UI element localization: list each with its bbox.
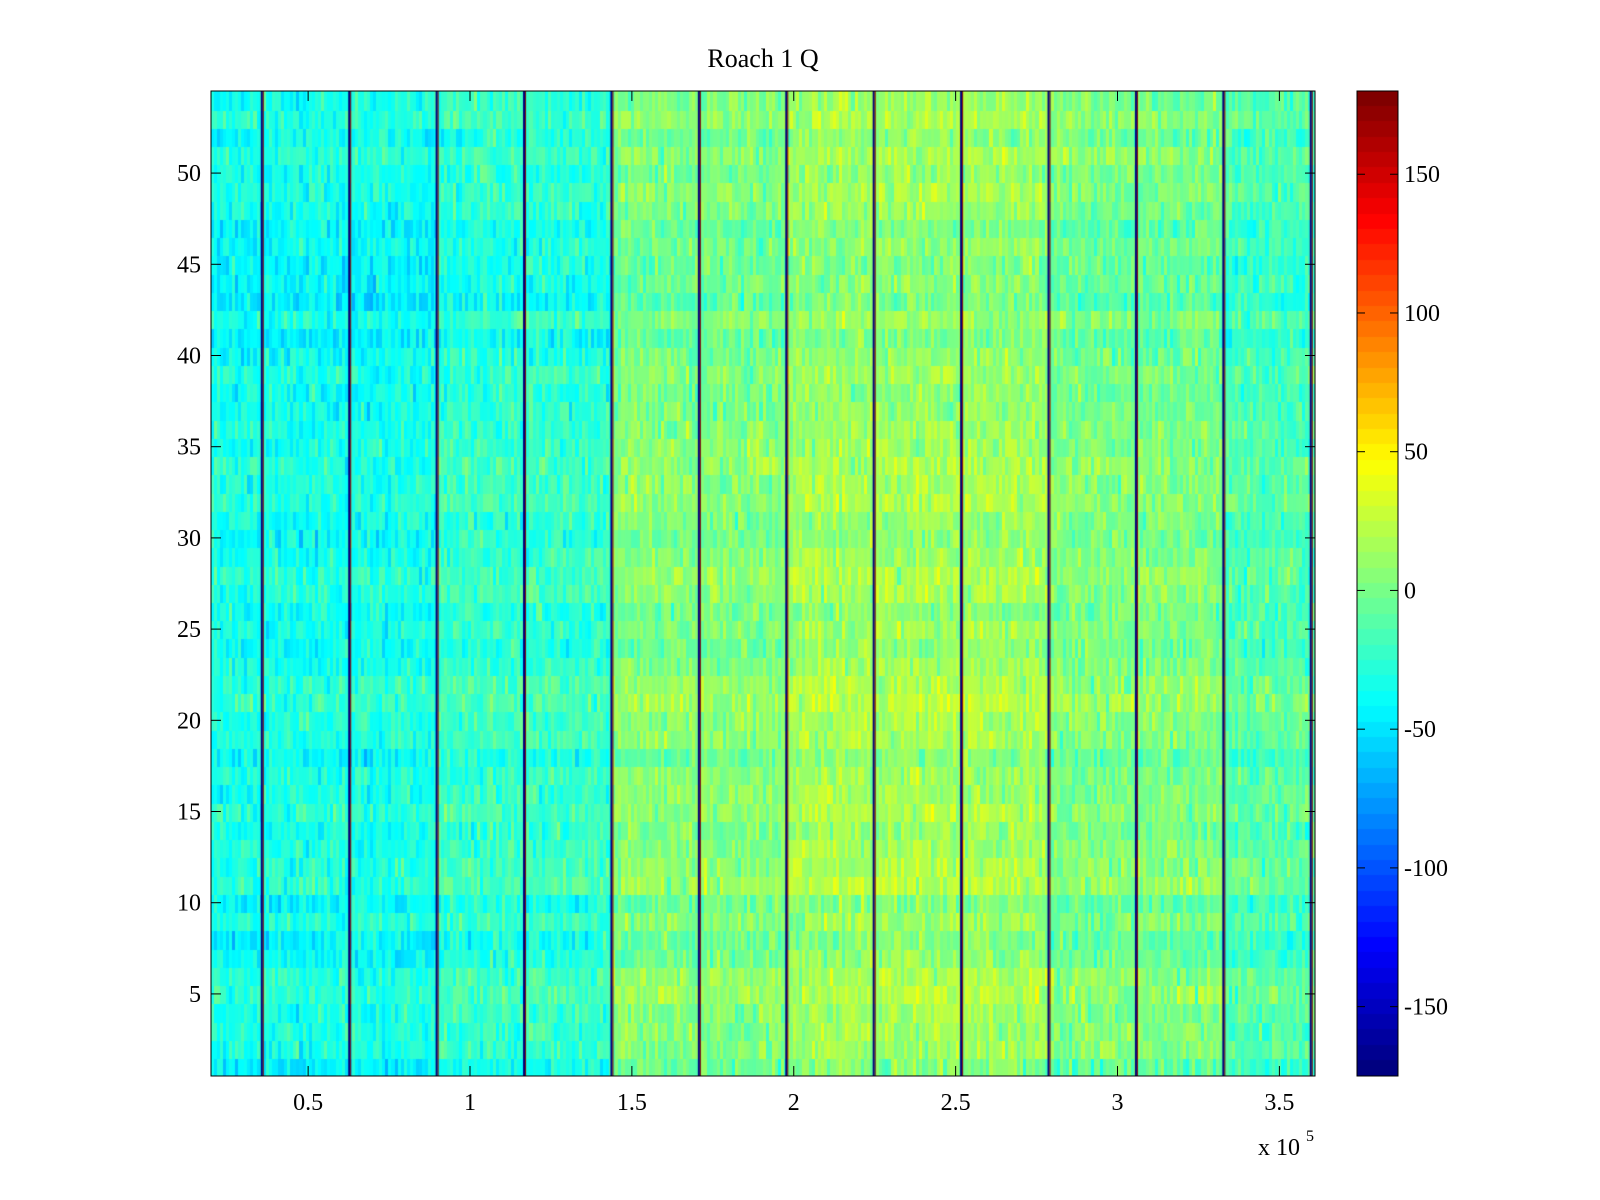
colorbar-tick-label: 50 (1404, 440, 1428, 466)
x-tick-label: 2.5 (941, 1090, 971, 1116)
heatmap-image (211, 91, 1315, 1076)
x-multiplier-exponent: 5 (1306, 1128, 1314, 1145)
x-tick-label: 0.5 (293, 1090, 323, 1116)
y-tick-label: 15 (177, 800, 201, 826)
x-tick-label: 2 (788, 1090, 800, 1116)
y-tick-label: 35 (177, 435, 201, 461)
y-tick-label: 50 (177, 161, 201, 187)
x-tick-label: 3.5 (1264, 1090, 1294, 1116)
y-tick-label: 25 (177, 617, 201, 643)
x-multiplier-label: x 10 (1258, 1135, 1300, 1161)
colorbar-ticks: 150 100 50 0 -50 -100 -150 (1357, 162, 1448, 1021)
chart-title: Roach 1 Q (707, 44, 818, 73)
x-tick-label: 3 (1112, 1090, 1124, 1116)
y-tick-label: 30 (177, 526, 201, 552)
x-multiplier: x 10 5 (1258, 1128, 1314, 1161)
colorbar-tick-label: 150 (1404, 162, 1440, 188)
y-tick-label: 10 (177, 891, 201, 917)
y-tick-label: 45 (177, 252, 201, 278)
colorbar-gradient (1357, 91, 1398, 1076)
plot-axes-box (210, 90, 1316, 1077)
y-axis-ticks: 5 10 15 20 25 30 35 40 45 50 (177, 161, 1315, 1008)
y-tick-label: 20 (177, 708, 201, 734)
x-tick-label: 1 (464, 1090, 476, 1116)
y-tick-label: 5 (189, 982, 201, 1008)
colorbar-tick-label: 0 (1404, 578, 1416, 604)
y-tick-label: 40 (177, 343, 201, 369)
colorbar-tick-label: 100 (1404, 301, 1440, 327)
colorbar-tick-label: -150 (1404, 995, 1448, 1021)
colorbar-tick-label: -100 (1404, 856, 1448, 882)
colorbar-box (1356, 90, 1399, 1077)
x-axis-ticks: 0.5 1 1.5 2 2.5 3 3.5 (293, 91, 1294, 1116)
x-tick-label: 1.5 (617, 1090, 647, 1116)
colorbar-tick-label: -50 (1404, 717, 1436, 743)
